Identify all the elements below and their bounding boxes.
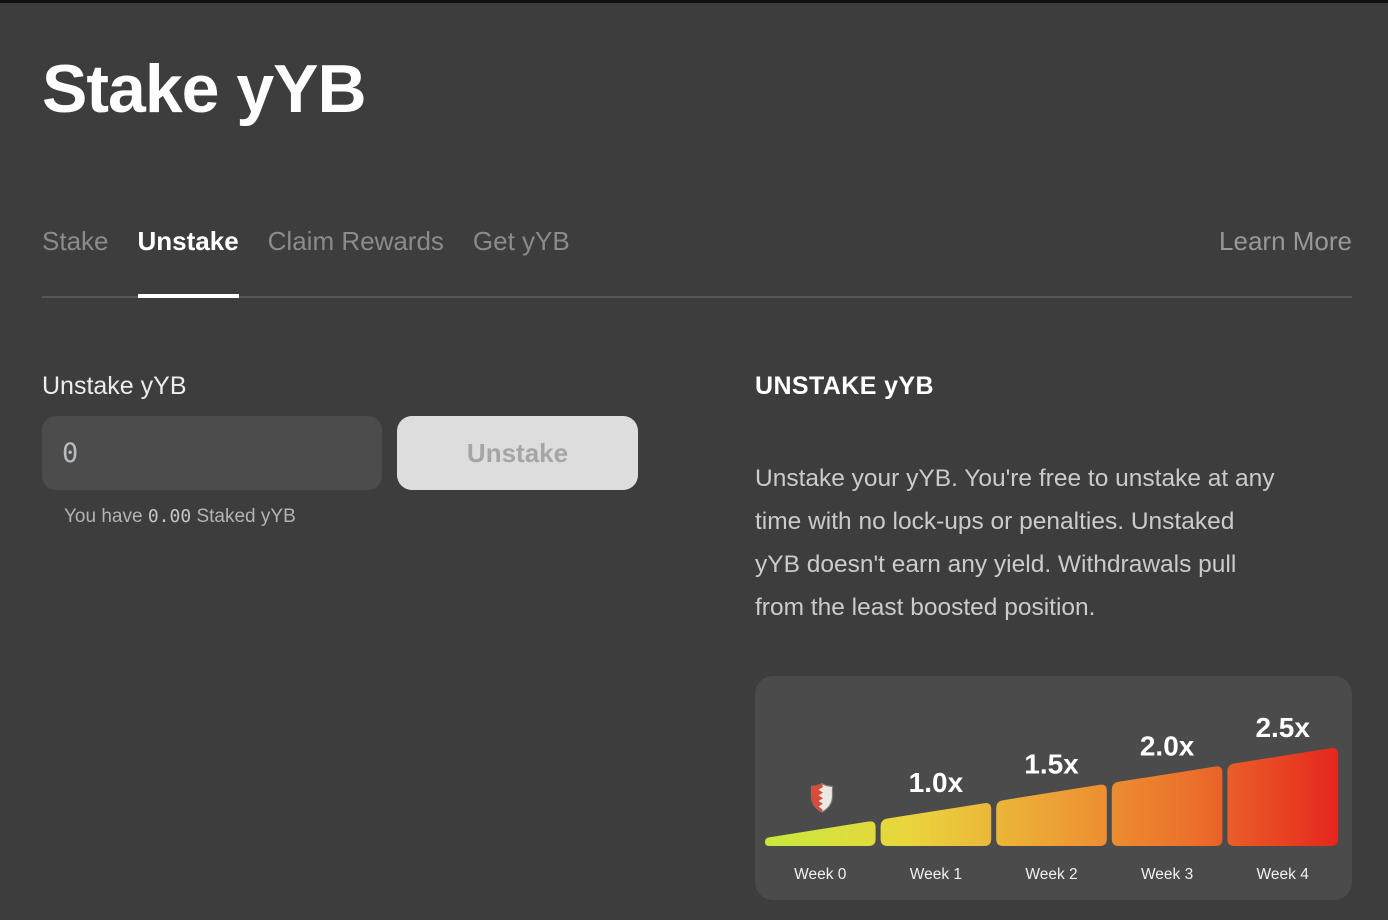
boost-multiplier-label: 2.0x — [1140, 730, 1195, 761]
week-axis-label: Week 1 — [910, 866, 962, 883]
main-content: Unstake yYB Unstake You have 0.00 Staked… — [42, 372, 1352, 900]
week-axis-label: Week 4 — [1257, 866, 1310, 883]
tab-unstake[interactable]: Unstake — [137, 226, 239, 298]
tab-stake[interactable]: Stake — [42, 226, 109, 256]
boost-segment — [1111, 766, 1223, 846]
balance-suffix: Staked yYB — [196, 506, 296, 527]
unstake-form: Unstake yYB Unstake You have 0.00 Staked… — [42, 372, 638, 900]
stake-page: Stake yYB Stake Unstake Claim Rewards Ge… — [0, 52, 1388, 900]
unstake-amount-input[interactable] — [42, 416, 382, 490]
info-panel: UNSTAKE yYB Unstake your yYB. You're fre… — [755, 372, 1352, 900]
boost-chart: Week 0 1.0x Week 1 1.5x Week 2 2.0x Week 3 2.5x… — [765, 712, 1338, 883]
boost-segment — [996, 784, 1107, 846]
info-body: Unstake your yYB. You're free to unstake… — [755, 465, 1275, 621]
staked-balance-value: 0.00 — [147, 506, 192, 527]
week-axis-label: Week 2 — [1025, 866, 1077, 883]
shield-icon — [810, 782, 834, 813]
boost-multiplier-label: 1.5x — [1024, 749, 1079, 780]
staked-balance-text: You have 0.00 Staked yYB — [42, 506, 638, 528]
unstake-input-row: Unstake — [42, 416, 638, 490]
boost-chart-card: Week 0 1.0x Week 1 1.5x Week 2 2.0x Week 3 2.5x… — [755, 676, 1352, 900]
learn-more-link[interactable]: Learn More — [1219, 226, 1352, 256]
boost-segment — [1227, 747, 1338, 846]
week-axis-label: Week 0 — [794, 866, 847, 883]
boost-segment — [765, 821, 876, 846]
info-heading: UNSTAKE yYB — [755, 372, 934, 400]
window-top-edge — [0, 0, 1388, 3]
tab-claim-rewards[interactable]: Claim Rewards — [267, 226, 444, 256]
tab-bar: Stake Unstake Claim Rewards Get yYB Lear… — [42, 226, 1352, 298]
unstake-button[interactable]: Unstake — [397, 416, 638, 490]
boost-multiplier-label: 1.0x — [909, 767, 964, 798]
balance-prefix: You have — [64, 506, 143, 527]
boost-segment — [880, 803, 992, 846]
page-title: Stake yYB — [42, 51, 367, 127]
week-axis-label: Week 3 — [1141, 866, 1193, 883]
tab-get-yyb[interactable]: Get yYB — [472, 226, 570, 256]
unstake-form-label: Unstake yYB — [42, 372, 187, 400]
boost-multiplier-label: 2.5x — [1255, 712, 1310, 743]
